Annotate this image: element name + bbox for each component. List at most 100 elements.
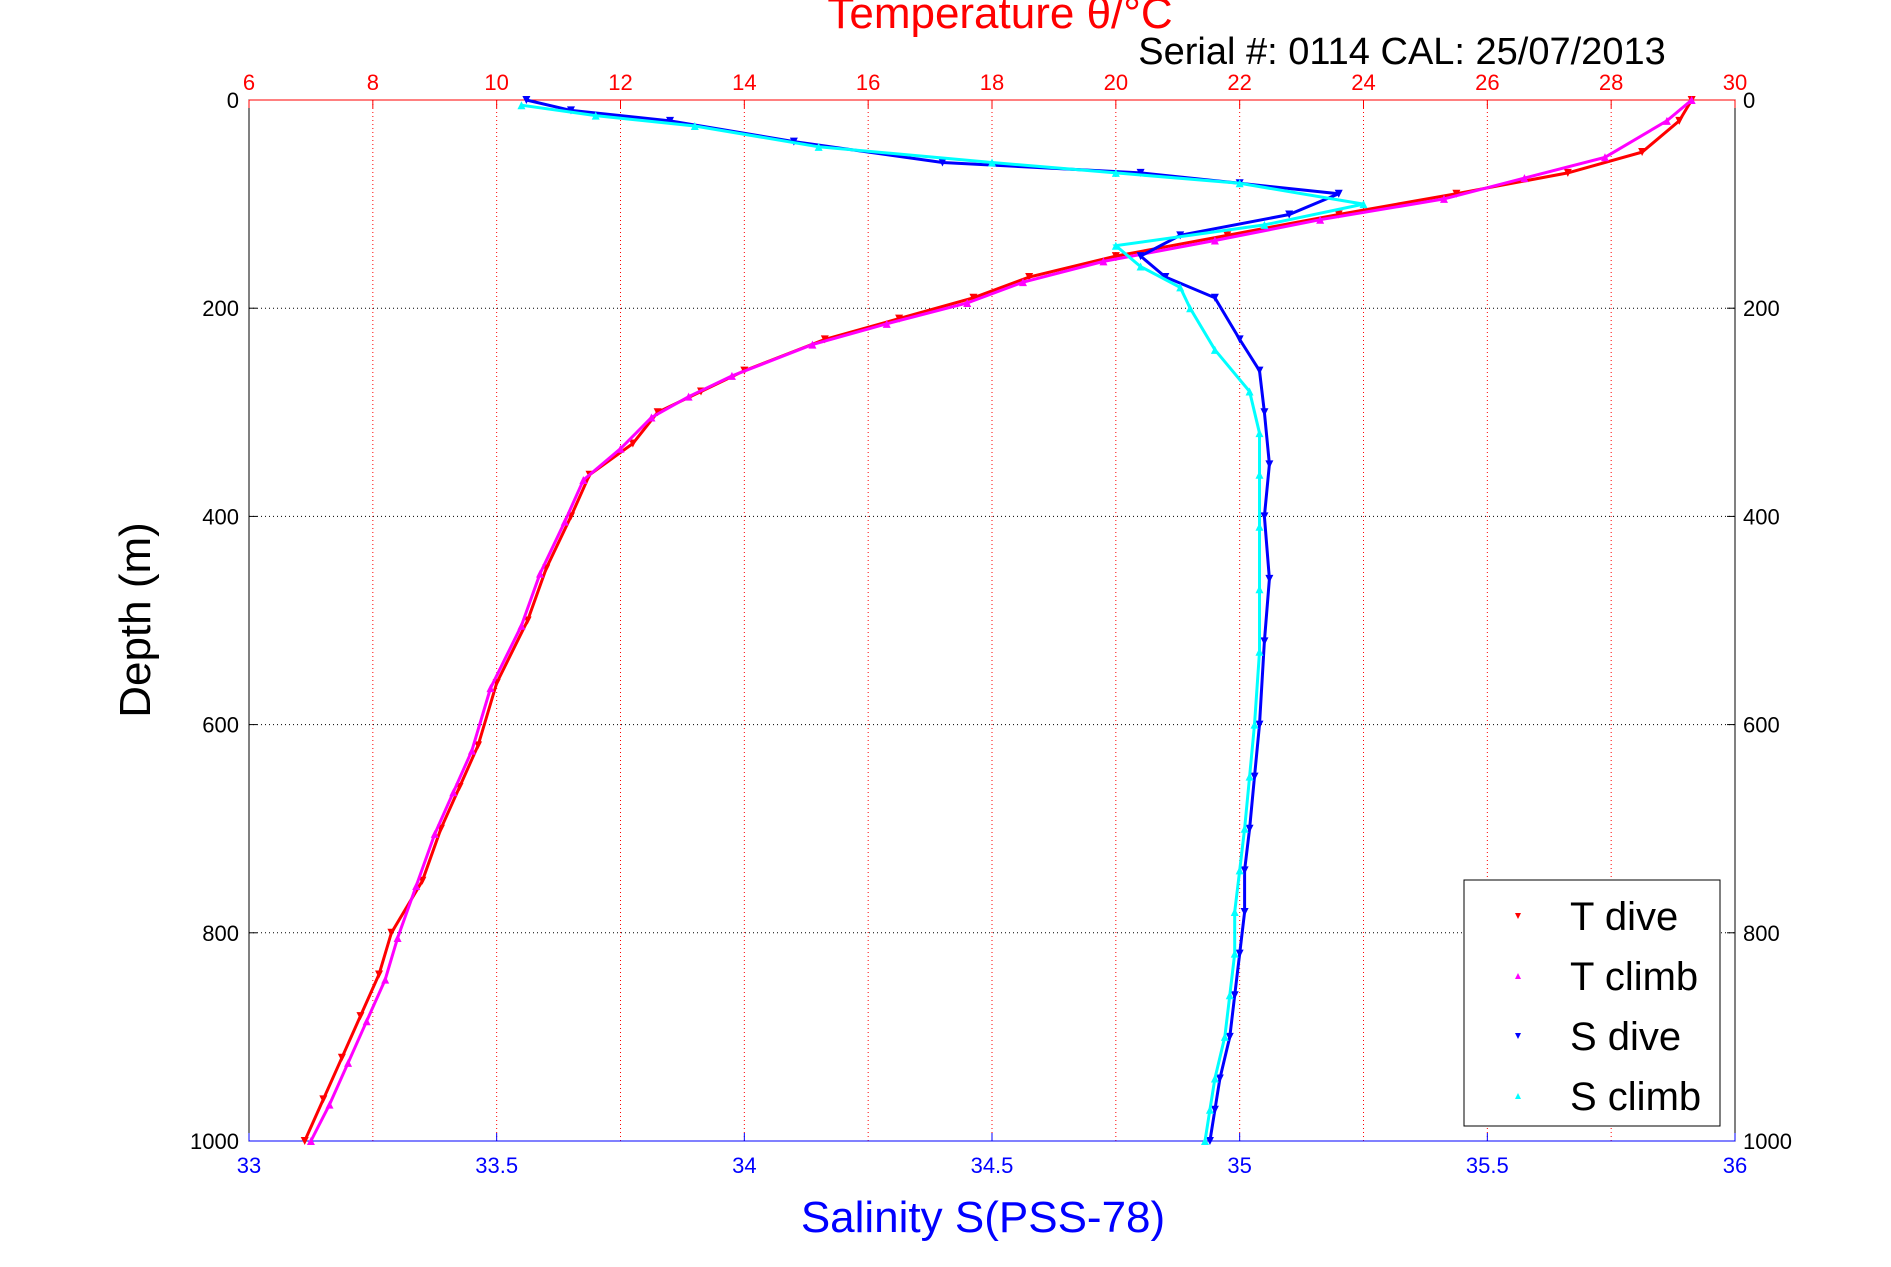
series-s-climb-point [988, 158, 996, 167]
series-t-dive-point [1452, 189, 1461, 198]
series-t-climb-point [808, 340, 817, 349]
series-t-dive-point [300, 1137, 309, 1145]
legend-items: T dive T climb S dive S climb [1515, 895, 1701, 1119]
series-s-dive-point [1260, 637, 1269, 646]
series-s-dive-point [1235, 335, 1244, 344]
legend-label: T dive [1570, 895, 1678, 939]
series-t-climb-point [727, 371, 736, 380]
tick-label-temperature: 26 [1475, 70, 1499, 95]
series-s-climb-point [1245, 387, 1254, 396]
tick-label-temperature: 14 [732, 70, 756, 95]
series-t-dive-point [474, 741, 483, 750]
series-s-climb-point [1255, 429, 1264, 438]
tick-label-depth-left: 400 [202, 504, 239, 529]
series-t-climb-point [1662, 116, 1671, 125]
series-s-dive-point [1265, 460, 1274, 469]
tick-label-depth-right: 800 [1743, 921, 1780, 946]
chart-title: Temperature θ/°C [827, 0, 1172, 38]
series-t-climb-point [1316, 215, 1325, 224]
series-t-climb-point [684, 392, 693, 401]
tick-label-temperature: 10 [484, 70, 508, 95]
tick-label-depth-right: 200 [1743, 296, 1780, 321]
series-t-climb-point [1210, 236, 1219, 245]
series-s-dive-point [1334, 189, 1343, 198]
series-s-climb-point [1260, 220, 1269, 229]
series-s-climb-point [1245, 772, 1254, 781]
tick-label-temperature: 24 [1351, 70, 1375, 95]
legend-marker [1515, 973, 1521, 979]
series-s-dive-point [1245, 824, 1254, 833]
series-s-dive-point [1215, 1074, 1224, 1083]
series-s-climb-point [1186, 304, 1195, 313]
series-s-climb-point [1250, 720, 1259, 729]
series-t-climb-point [579, 475, 588, 484]
tick-label-salinity: 36 [1723, 1153, 1747, 1178]
series-t-dive-point [337, 1053, 346, 1062]
axes-layer: 6 8 10 12 14 16 18 20 22 24 26 28 30 33 33.5 34 34.5 35 35… [190, 70, 1792, 1178]
tick-label-depth-right: 0 [1743, 88, 1755, 113]
tick-label-temperature: 18 [980, 70, 1004, 95]
series-t-dive-point [969, 293, 978, 302]
series-s-climb-point [1176, 283, 1185, 292]
series-t-climb-point [616, 444, 625, 453]
series-s-climb-point [1235, 866, 1244, 875]
tick-label-depth-right: 1000 [1743, 1129, 1792, 1154]
series-t-dive-point [1563, 168, 1572, 177]
tick-label-salinity: 35 [1227, 1153, 1251, 1178]
tick-label-depth-left: 1000 [190, 1129, 239, 1154]
tick-label-depth-right: 400 [1743, 504, 1780, 529]
series-t-climb-point [430, 829, 439, 838]
series-t-climb-point [647, 413, 656, 422]
tick-label-depth-left: 800 [202, 921, 239, 946]
series-s-climb-point [517, 101, 526, 110]
series-s-climb-point [1255, 585, 1264, 594]
legend-box [1463, 879, 1721, 1127]
tick-label-salinity: 33.5 [475, 1153, 518, 1178]
series-t-climb-point [381, 975, 390, 984]
series-t-climb-point [517, 621, 526, 630]
series-t-climb-point [467, 746, 476, 755]
series-t-dive-point [1025, 272, 1034, 281]
series-s-dive-point [1210, 293, 1219, 302]
series-t-climb-point [486, 684, 495, 693]
grid-layer [249, 100, 1735, 1141]
series-s-dive-point [1235, 949, 1244, 958]
chart-subtitle: Serial #: 0114 CAL: 25/07/2013 [1138, 31, 1665, 73]
series-s-dive-point [1230, 991, 1239, 1000]
series-t-dive-point [1334, 210, 1343, 219]
series-s-climb-point [690, 122, 699, 131]
tick-label-temperature: 20 [1104, 70, 1128, 95]
series-s-dive-point [1136, 168, 1145, 177]
series-s-dive-point [522, 96, 531, 104]
series-t-climb [306, 96, 1696, 1145]
series-t-dive-point [523, 616, 532, 625]
series-t-dive-point [820, 335, 829, 344]
series-s-climb-point [1255, 470, 1264, 479]
series-t-climb-point [412, 881, 421, 890]
series-s-dive-point [1260, 408, 1269, 417]
tick-label-salinity: 35.5 [1466, 1153, 1509, 1178]
series-s-climb-point [1111, 168, 1120, 177]
series-s-climb-point [1205, 1105, 1214, 1114]
series-s-climb-point [1111, 241, 1120, 250]
series-s-dive-point [566, 106, 575, 115]
series-t-climb-point [963, 298, 972, 307]
series-t-climb-point [449, 788, 458, 797]
series-s-dive-point [1240, 866, 1249, 875]
series-t-dive-point [1638, 148, 1647, 157]
legend-item-s-climb: S climb [1515, 1075, 1701, 1119]
series-s-climb-point [1210, 1074, 1219, 1083]
series-t-dive-point [1223, 231, 1232, 240]
series-s-dive-point [1250, 772, 1259, 781]
series-s-dive [522, 96, 1343, 1145]
series-s-climb-point [591, 111, 600, 120]
series-t-climb-point [344, 1058, 353, 1067]
series-s-dive-point [1225, 1032, 1234, 1041]
x-axis-label-salinity: Salinity S(PSS-78) [801, 1193, 1165, 1242]
series-s-dive-point [666, 116, 675, 125]
legend-label: S climb [1570, 1075, 1701, 1119]
series-layer [300, 96, 1696, 1145]
tick-label-temperature: 22 [1227, 70, 1251, 95]
tick-label-temperature: 12 [608, 70, 632, 95]
series-t-climb-point [560, 517, 569, 526]
